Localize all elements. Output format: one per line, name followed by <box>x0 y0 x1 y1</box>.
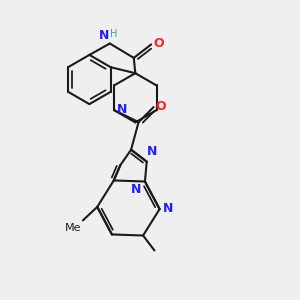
Text: O: O <box>155 100 166 113</box>
Text: N: N <box>117 103 128 116</box>
Text: H: H <box>110 29 118 39</box>
Text: N: N <box>163 202 173 215</box>
Text: Me: Me <box>65 224 81 233</box>
Text: N: N <box>131 183 141 196</box>
Text: N: N <box>147 145 158 158</box>
Text: O: O <box>153 37 164 50</box>
Text: N: N <box>98 29 109 42</box>
